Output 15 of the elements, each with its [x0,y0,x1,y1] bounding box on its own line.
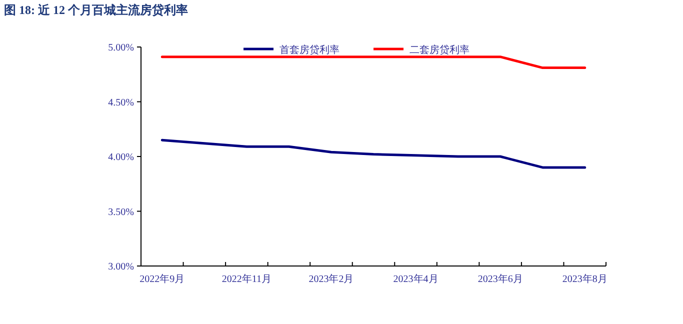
x-tick-label: 2023年4月 [393,273,438,285]
x-tick-label: 2023年8月 [562,273,608,285]
y-tick-label: 3.00% [108,262,134,272]
x-tick-label: 2022年9月 [140,273,185,285]
legend-label: 首套房贷利率 [280,44,340,56]
x-tick-label: 2023年2月 [308,273,354,285]
x-tick-label: 2022年11月 [222,273,272,285]
y-tick-label: 5.00% [108,42,134,54]
line-series [160,138,586,169]
y-tick-label: 4.50% [108,97,134,108]
y-tick-label: 3.50% [108,206,134,218]
x-tick-label: 2023年6月 [478,273,523,285]
y-tick-label: 4.00% [108,152,134,163]
legend-label: 二套房贷利率 [410,44,470,56]
chart-title: 图 18: 近 12 个月百城主流房贷利率 [4,3,188,17]
